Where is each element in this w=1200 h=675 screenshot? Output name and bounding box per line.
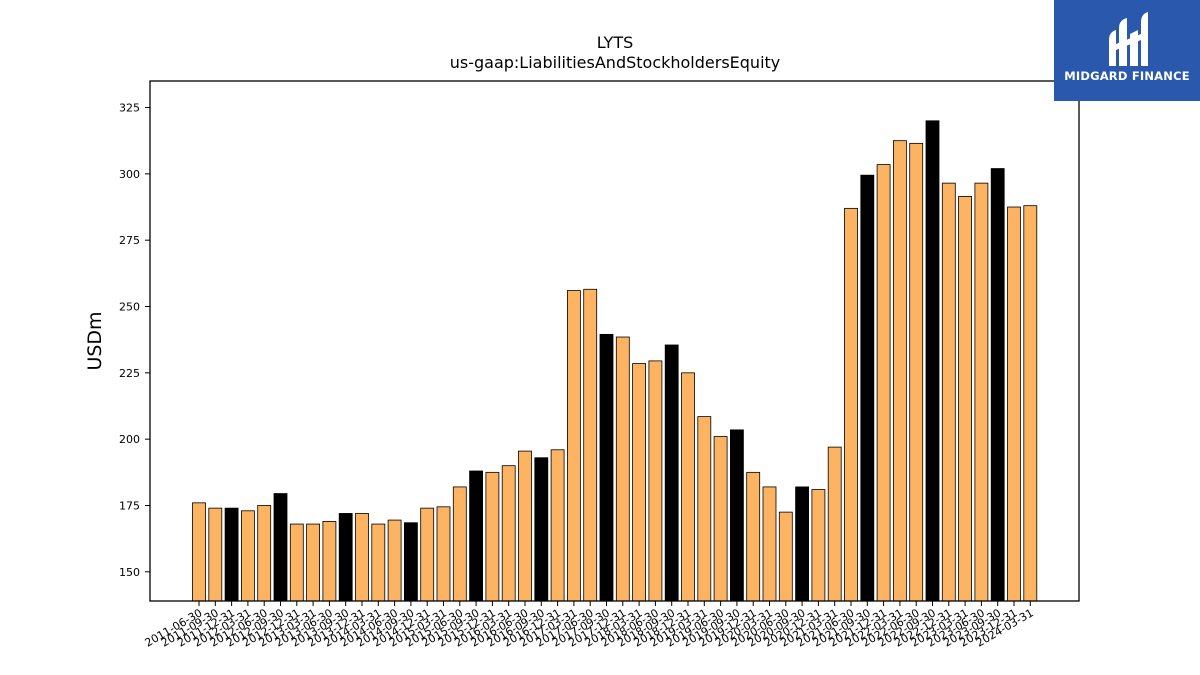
- bar-2020-03-31: [762, 486, 777, 602]
- bar-2019-12-31: [746, 471, 761, 602]
- bars-group: [192, 120, 1038, 602]
- y-axis-ticks: 150 175 200 225 250 275 300 325: [119, 102, 150, 579]
- bar-2014-09-30: [403, 522, 418, 602]
- bar-2013-06-30: [322, 521, 337, 602]
- bar-2023-06-30: [974, 182, 989, 602]
- bar-2017-09-30: [599, 333, 614, 602]
- bar-2022-09-30: [925, 120, 940, 602]
- bar-2018-06-30: [648, 360, 663, 602]
- bar-2019-09-30: [730, 429, 744, 602]
- y-axis-label: USDm: [84, 311, 106, 370]
- bar-2011-12-31: [224, 507, 239, 602]
- bar-2014-06-30: [387, 519, 402, 602]
- bar-2021-09-30: [860, 174, 875, 602]
- bar-2023-03-31: [958, 196, 972, 602]
- chart-title: LYTS: [597, 33, 634, 52]
- bar-2015-06-30: [452, 486, 467, 602]
- bar-2020-12-31: [811, 489, 826, 602]
- bar-2017-06-30: [583, 288, 598, 602]
- bar-2024-03-31: [1023, 205, 1038, 602]
- y-tick-label: 325: [119, 102, 140, 115]
- bar-2013-12-31: [355, 513, 369, 602]
- plot-frame: [149, 80, 1080, 602]
- y-tick-label: 250: [119, 301, 140, 314]
- bar-2021-12-31: [876, 164, 891, 602]
- bar-2014-12-31: [420, 507, 435, 602]
- bar-2021-06-30: [844, 207, 858, 602]
- brand-logo-text: MIDGARD FINANCE: [1064, 69, 1190, 83]
- bar-2022-03-31: [893, 140, 907, 602]
- bar-2016-09-30: [534, 457, 549, 602]
- bar-2016-06-30: [518, 450, 532, 602]
- y-tick-label: 175: [119, 499, 140, 512]
- bar-2018-09-30: [664, 344, 679, 602]
- y-tick-label: 300: [119, 168, 140, 181]
- bar-2016-12-31: [550, 449, 565, 602]
- bar-2012-06-30: [257, 505, 272, 602]
- midgard-logo-icon: [1109, 12, 1148, 66]
- bar-2012-03-31: [240, 510, 255, 602]
- brand-logo: MIDGARD FINANCE: [1054, 0, 1200, 101]
- y-tick-label: 275: [119, 234, 140, 247]
- bar-2012-12-31: [289, 523, 304, 602]
- chart-subtitle: us-gaap:LiabilitiesAndStockholdersEquity: [450, 53, 781, 72]
- bar-2014-03-31: [371, 523, 386, 602]
- bar-2011-09-30: [208, 507, 223, 602]
- bar-2018-03-31: [632, 363, 646, 602]
- bar-2011-06-30: [192, 502, 206, 602]
- bar-2019-03-31: [697, 416, 712, 602]
- bar-2013-03-31: [306, 523, 321, 602]
- bar-2018-12-31: [681, 372, 695, 602]
- y-tick-label: 150: [119, 566, 140, 579]
- bar-2015-12-31: [485, 471, 500, 602]
- bar-2021-03-31: [827, 446, 842, 602]
- bar-2013-09-30: [338, 513, 353, 602]
- bar-2016-03-31: [501, 465, 516, 602]
- bar-2023-12-31: [1007, 206, 1021, 602]
- bar-2017-12-31: [615, 336, 630, 602]
- y-tick-label: 225: [119, 367, 140, 380]
- bar-2017-03-31: [567, 290, 581, 602]
- bar-2022-12-31: [941, 182, 956, 602]
- x-axis-ticks: 2011-06-302011-09-302011-12-312012-03-31…: [143, 601, 1036, 650]
- bar-2020-06-30: [778, 511, 793, 602]
- bar-2023-09-30: [990, 168, 1005, 602]
- bar-2022-06-30: [909, 142, 924, 602]
- bar-2020-09-30: [795, 486, 809, 602]
- y-tick-label: 200: [119, 433, 140, 446]
- bar-2012-09-30: [273, 493, 288, 602]
- bar-2015-09-30: [469, 470, 484, 602]
- bar-2015-03-31: [436, 506, 451, 602]
- bar-2019-06-30: [713, 436, 728, 602]
